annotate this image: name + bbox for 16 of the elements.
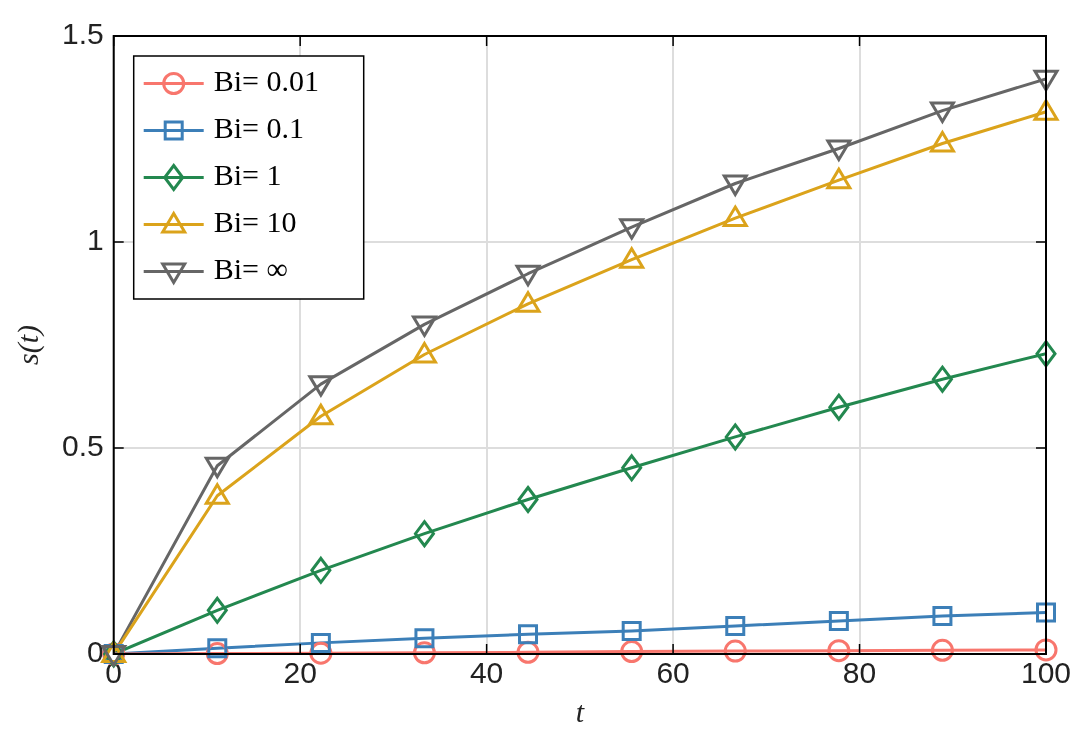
x-tick-label: 40: [469, 656, 504, 690]
x-tick-label: 80: [842, 656, 877, 690]
x-tick-label: 20: [283, 656, 317, 690]
x-tick-label: 60: [656, 656, 690, 690]
legend-label: Bi= 10: [213, 205, 297, 239]
legend-label: Bi= 0.01: [213, 64, 319, 98]
y-tick-label: 0: [87, 635, 104, 669]
x-tick-label: 100: [1020, 656, 1072, 690]
legend-label: Bi= ∞: [213, 252, 288, 286]
y-tick-label: 0.5: [61, 429, 104, 463]
y-tick-label: 1: [87, 223, 104, 257]
y-tick-label: 1.5: [61, 17, 104, 51]
legend-label: Bi= 0.1: [213, 111, 304, 145]
y-axis-title: s(t): [10, 325, 45, 365]
legend-label: Bi= 1: [213, 158, 282, 192]
x-axis-title: t: [575, 694, 585, 728]
